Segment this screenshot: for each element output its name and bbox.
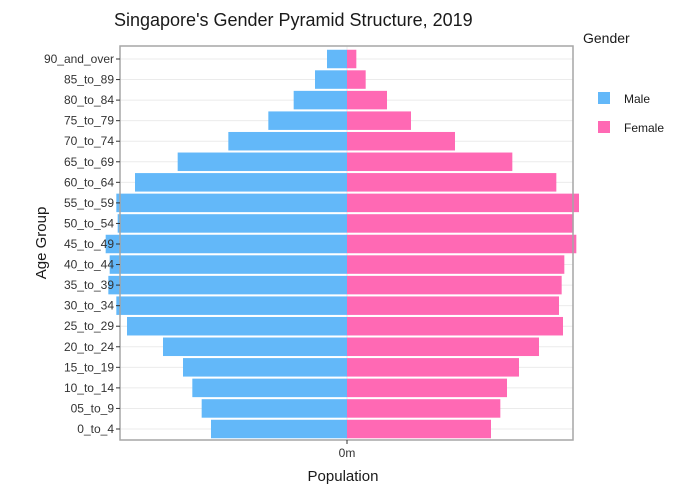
legend-swatch-male[interactable] (598, 92, 610, 104)
bar-male-45_to_49 (105, 234, 347, 254)
y-tick-label: 70_to_74 (64, 134, 114, 148)
y-tick-label: 80_to_84 (64, 93, 114, 107)
bar-male-0_to_4 (211, 419, 347, 439)
bar-male-85_to_89 (315, 70, 347, 89)
bar-male-75_to_79 (268, 111, 347, 130)
bar-female-40_to_44 (347, 255, 565, 274)
y-tick-label: 55_to_59 (64, 196, 114, 210)
y-tick-label: 85_to_89 (64, 73, 114, 87)
x-axis-title: Population (308, 468, 379, 485)
bar-male-05_to_9 (201, 399, 347, 418)
bar-male-50_to_54 (117, 214, 347, 233)
bar-female-80_to_84 (347, 90, 387, 110)
bar-female-65_to_69 (347, 152, 513, 172)
y-tick-label: 25_to_29 (64, 319, 114, 333)
bar-female-55_to_59 (347, 193, 579, 213)
y-tick-label: 20_to_24 (64, 340, 114, 354)
bar-male-35_to_39 (108, 275, 347, 295)
y-tick-label: 45_to_49 (64, 237, 114, 251)
bar-male-65_to_69 (177, 152, 347, 172)
legend-label-female[interactable]: Female (624, 121, 664, 135)
bar-male-10_to_14 (192, 378, 347, 398)
chart-title: Singapore's Gender Pyramid Structure, 20… (114, 10, 473, 30)
bar-female-10_to_14 (347, 378, 507, 398)
legend-swatch-female[interactable] (598, 121, 610, 133)
bar-female-70_to_74 (347, 131, 455, 151)
bar-female-30_to_34 (347, 296, 559, 315)
legend[interactable]: Male Female (598, 92, 664, 135)
y-tick-label: 10_to_14 (64, 381, 114, 395)
bar-male-20_to_24 (163, 337, 347, 357)
y-tick-label: 0_to_4 (77, 422, 114, 436)
legend-title: Gender (583, 30, 630, 46)
bar-female-75_to_79 (347, 111, 411, 130)
bar-male-25_to_29 (127, 316, 347, 336)
y-tick-label: 65_to_69 (64, 155, 114, 169)
legend-label-male[interactable]: Male (624, 92, 650, 106)
y-tick-label: 90_and_over (44, 52, 114, 66)
bar-female-45_to_49 (347, 234, 577, 254)
y-tick-label: 05_to_9 (71, 401, 115, 415)
y-tick-label: 50_to_54 (64, 216, 114, 230)
bar-female-0_to_4 (347, 419, 491, 439)
y-tick-label: 40_to_44 (64, 258, 114, 272)
y-tick-label: 60_to_64 (64, 175, 114, 189)
bar-female-85_to_89 (347, 70, 366, 89)
y-tick-label: 15_to_19 (64, 360, 114, 374)
bar-female-50_to_54 (347, 214, 574, 233)
bar-male-60_to_64 (135, 173, 347, 192)
bar-female-15_to_19 (347, 358, 519, 377)
bars-layer (105, 49, 579, 439)
x-tick-label: 0m (339, 446, 356, 460)
bar-male-30_to_34 (116, 296, 347, 315)
bar-male-70_to_74 (228, 131, 347, 151)
bar-female-20_to_24 (347, 337, 539, 357)
bar-male-80_to_84 (293, 90, 347, 110)
x-tick-labels: 0m (339, 440, 356, 460)
bar-female-90_and_over (347, 49, 357, 69)
bar-male-40_to_44 (109, 255, 347, 274)
bar-male-15_to_19 (183, 358, 347, 377)
bar-male-90_and_over (327, 49, 347, 69)
bar-female-35_to_39 (347, 275, 562, 295)
bar-male-55_to_59 (116, 193, 347, 213)
bar-female-05_to_9 (347, 399, 501, 418)
y-tick-label: 30_to_34 (64, 299, 114, 313)
y-tick-label: 75_to_79 (64, 114, 114, 128)
bar-female-25_to_29 (347, 316, 563, 336)
y-axis-title: Age Group (33, 207, 50, 280)
y-tick-labels: 0_to_4 05_to_9 10_to_14 15_to_19 20_to_24 25_… (44, 52, 120, 436)
bar-female-60_to_64 (347, 173, 557, 192)
y-tick-label: 35_to_39 (64, 278, 114, 292)
